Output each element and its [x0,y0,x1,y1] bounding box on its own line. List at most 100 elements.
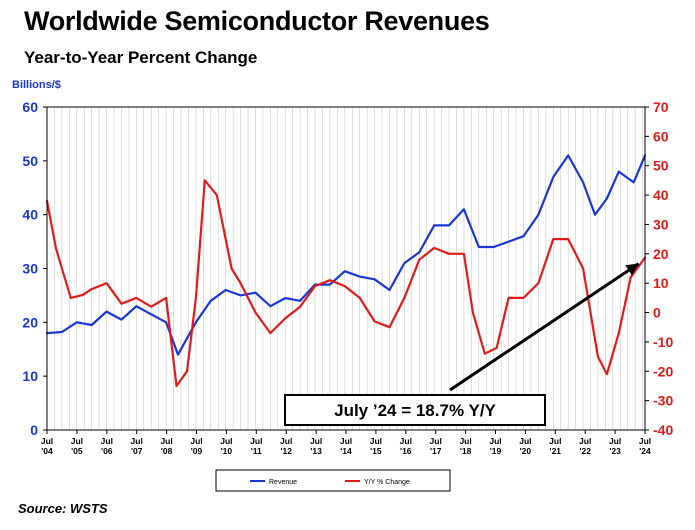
page-title: Worldwide Semiconductor Revenues [24,6,490,36]
yoy-change-line-point [448,253,450,255]
revenue-line-point [433,224,436,227]
revenue-line-point [284,297,287,299]
yoy-change-line-point [120,302,123,305]
revenue-line-point [299,300,301,302]
yoy-change-line-point [81,294,84,296]
right-tick-label: 60 [653,128,669,144]
x-tick-label: Jul '22 [579,436,591,456]
yoy-change-line-point [552,238,555,240]
x-tick-label: Jul '08 [160,436,172,456]
revenue-line-point [195,321,197,324]
x-tick-label: Jul '04 [41,436,53,456]
revenue-line-point [373,278,376,281]
yoy-change-line-point [55,247,57,249]
x-tick-label: Jul '05 [71,436,83,456]
revenue-line-point [254,291,257,294]
revenue-line-point [403,262,406,264]
x-tick-label: Jul '19 [489,436,501,456]
revenue-line-point [269,305,272,308]
yoy-change-line-point [582,267,584,270]
revenue-line-point [344,270,346,273]
yoy-change-line-point [403,297,406,299]
revenue-line-point [177,353,179,356]
y-axis-label: Billions/$ [12,79,61,91]
yoy-change-line-point [269,332,272,334]
yoy-change-line-point [299,305,301,308]
left-tick-label: 60 [22,99,38,115]
yoy-change-line-point [597,355,599,358]
revenue-line-point [582,181,584,184]
revenue-line-point [76,321,78,324]
yoy-change-line-point [472,311,474,314]
annotation-text: July ’24 = 18.7% Y/Y [334,401,496,420]
x-tick-label: Jul '10 [220,436,232,456]
right-tick-label: 40 [653,187,669,203]
right-tick-label: -10 [653,334,673,350]
right-tick-label: 70 [653,99,669,115]
right-tick-label: 50 [653,158,669,174]
right-tick-label: 30 [653,216,669,232]
annotation-arrowhead [625,263,639,276]
right-tick-label: 10 [653,275,669,291]
yoy-change-line-point [495,347,498,349]
yoy-change-line-point [388,326,391,329]
x-tick-label: Jul '17 [430,436,442,456]
left-tick-label: 0 [30,422,38,438]
x-tick-label: Jul '16 [400,436,412,456]
yoy-change-line-point [284,317,287,320]
right-tick-label: -40 [653,422,673,438]
revenue-line-point [594,213,596,216]
x-tick-label: Jul '09 [190,436,202,456]
yoy-change-line [45,179,647,388]
right-tick-label: 20 [653,246,669,262]
yoy-change-line-point [175,385,178,387]
revenue-line-point [105,310,108,313]
annotation-arrow [449,262,640,392]
right-tick-label: -20 [653,363,673,379]
source-note: Source: WSTS [18,501,108,516]
revenue-line-point [150,313,152,316]
revenue-line-point [165,321,167,324]
revenue-line-point [463,208,465,211]
revenue-line-point [224,289,227,291]
yoy-change-line-point [105,282,108,285]
legend-revenue-label: Revenue [269,479,297,486]
revenue-line-point [632,181,635,184]
revenue-line-point [418,251,421,254]
yoy-change-line-point [567,238,569,240]
x-tick-label: Jul '21 [549,436,561,456]
revenue-line-point [120,318,123,321]
left-tick-label: 40 [22,207,38,223]
revenue-line-point [448,224,450,227]
yoy-change-line-point [373,320,376,323]
revenue-line-point [358,275,361,278]
yoy-change-line-point [61,267,63,270]
revenue-line-point [552,176,555,178]
yoy-change-line-point [186,370,188,373]
yoy-change-line-point [230,267,233,270]
yoy-change-line-point [344,285,346,287]
revenue-line-point [388,289,391,291]
yoy-change-line-point [329,279,331,282]
yoy-change-line-point [629,276,632,279]
yoy-change-line-point [522,297,525,299]
yoy-change-line-point [418,258,421,261]
yoy-change-line-point [507,297,510,299]
yoy-change-line-point [618,332,620,334]
revenue-line-point [135,305,138,308]
x-tick-label: Jul '15 [370,436,382,456]
revenue-line-point [618,170,620,173]
yoy-change-line-point [135,297,138,299]
yoy-change-line-point [165,297,167,299]
x-tick-label: Jul '24 [639,436,651,456]
annotation-box [284,394,546,426]
revenue-line-point [522,235,525,237]
left-tick-label: 10 [22,368,38,384]
yoy-change-line-point [254,311,257,314]
left-tick-label: 20 [22,314,38,330]
revenue-line-point [61,331,63,333]
yoy-change-line-point [70,297,72,299]
page-subtitle: Year-to-Year Percent Change [24,48,258,67]
right-tick-label: 0 [653,305,661,321]
